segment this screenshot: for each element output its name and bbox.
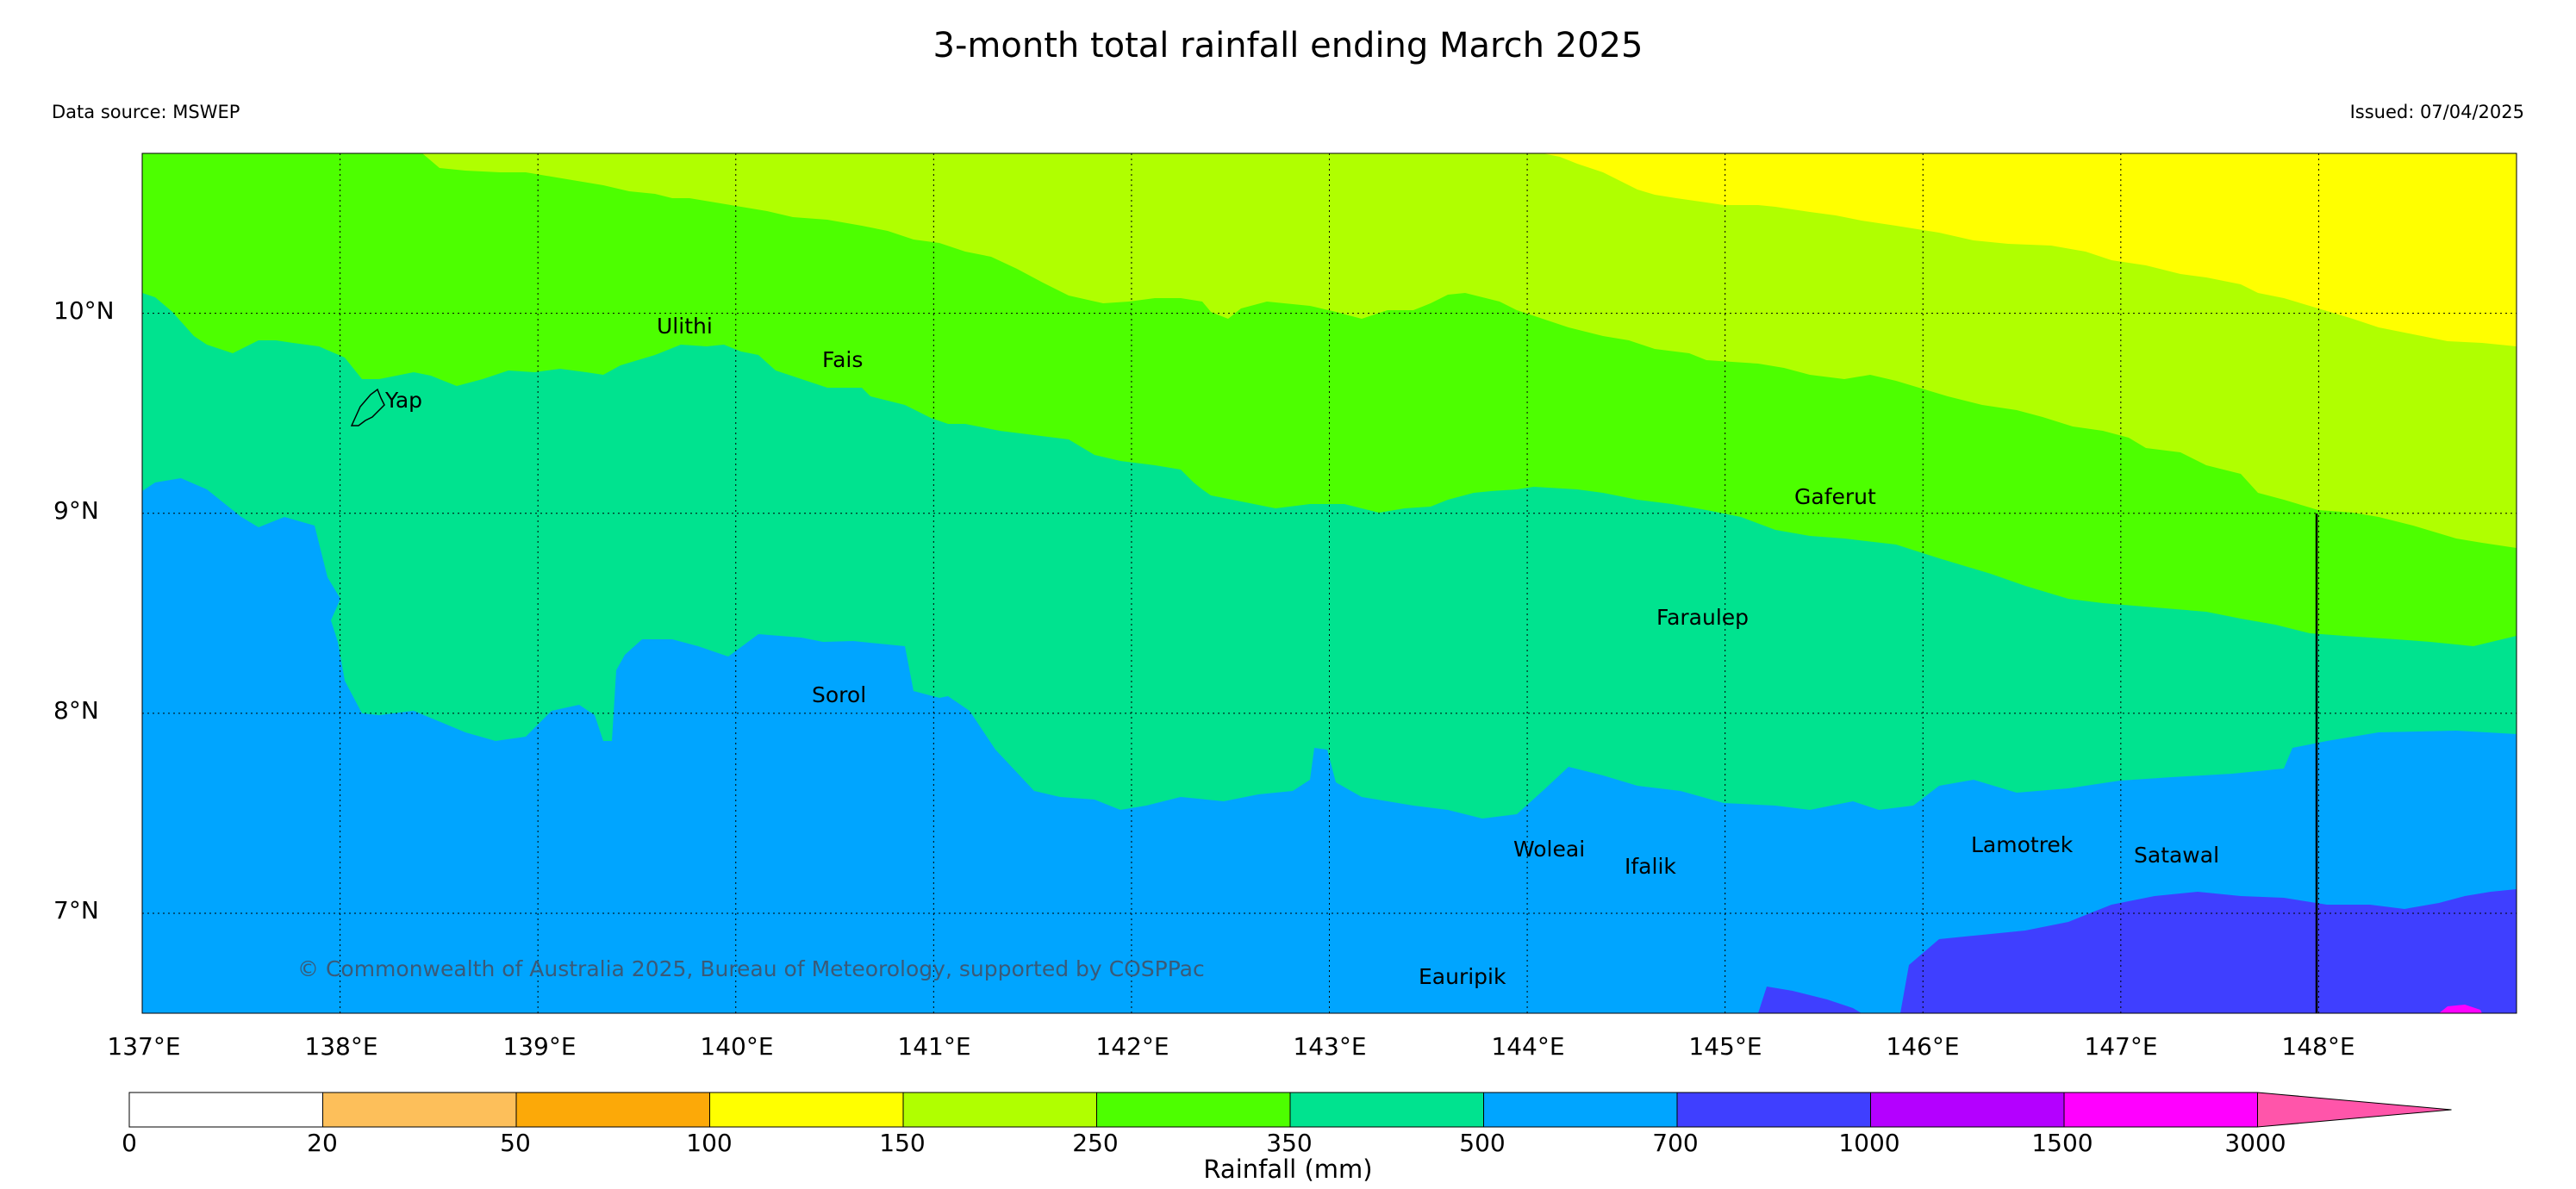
lon-label-140e: 140°E: [700, 1032, 774, 1061]
place-yap: Yap: [385, 388, 423, 413]
colorbar-segment-10: [2063, 1092, 2258, 1128]
colorbar-segment-8: [1676, 1092, 1871, 1128]
copyright-notice: © Commonwealth of Australia 2025, Bureau…: [297, 956, 1205, 981]
colorbar-tick-50: 50: [500, 1129, 531, 1157]
lon-label-146e: 146°E: [1886, 1032, 1960, 1061]
place-ulithi: Ulithi: [657, 314, 713, 339]
colorbar-label: Rainfall (mm): [1203, 1155, 1373, 1184]
zone-150-250: [422, 153, 2517, 548]
colorbar-tick-1500: 1500: [2031, 1129, 2093, 1157]
map-title: 3-month total rainfall ending March 2025: [932, 26, 1644, 65]
place-woleai: Woleai: [1513, 837, 1586, 862]
colorbar-segment-2: [515, 1092, 710, 1128]
place-lamotrek: Lamotrek: [1971, 832, 2074, 857]
colorbar-tick-3000: 3000: [2224, 1129, 2286, 1157]
colorbar-tick-350: 350: [1266, 1129, 1313, 1157]
yap-island: [350, 388, 385, 426]
lon-label-148e: 148°E: [2281, 1032, 2355, 1061]
zone-1500-3000: [2439, 1005, 2482, 1013]
place-eauripik: Eauripik: [1419, 964, 1506, 989]
colorbar-tick-700: 700: [1652, 1129, 1699, 1157]
colorbar-segment-3: [709, 1092, 904, 1128]
colorbar-tick-0: 0: [122, 1129, 137, 1157]
lat-label-7n: 7°N: [53, 896, 99, 924]
lon-label-137e: 137°E: [107, 1032, 181, 1061]
colorbar-tick-1000: 1000: [1838, 1129, 1900, 1157]
place-satawal: Satawal: [2134, 843, 2220, 868]
zone-100-150: [1543, 153, 2517, 346]
gridlines: [142, 153, 2517, 1013]
data-source-label: Data source: MSWEP: [52, 102, 240, 122]
lon-label-144e: 144°E: [1491, 1032, 1565, 1061]
lon-label-138e: 138°E: [304, 1032, 378, 1061]
colorbar-tick-20: 20: [307, 1129, 338, 1157]
colorbar: [128, 1092, 2452, 1128]
colorbar-segment-9: [1870, 1092, 2065, 1128]
map-frame: [141, 153, 2517, 1014]
place-fais: Fais: [822, 347, 864, 372]
lon-label-139e: 139°E: [502, 1032, 577, 1061]
colorbar-segment-4: [902, 1092, 1097, 1128]
lon-label-145e: 145°E: [1688, 1032, 1762, 1061]
issued-date-label: Issued: 07/04/2025: [2349, 102, 2524, 122]
colorbar-tick-250: 250: [1072, 1129, 1119, 1157]
colorbar-segment-7: [1483, 1092, 1678, 1128]
colorbar-tick-100: 100: [686, 1129, 733, 1157]
lat-label-9n: 9°N: [53, 496, 99, 525]
colorbar-extend-arrow: [2257, 1092, 2452, 1128]
zone-700-1000: [1900, 889, 2517, 1013]
lon-label-143e: 143°E: [1293, 1032, 1367, 1061]
lon-label-142e: 142°E: [1095, 1032, 1169, 1061]
colorbar-segment-1: [322, 1092, 517, 1128]
place-ifalik: Ifalik: [1625, 854, 1676, 879]
colorbar-segment-6: [1289, 1092, 1484, 1128]
lat-label-10n: 10°N: [53, 296, 115, 325]
lon-label-147e: 147°E: [2084, 1032, 2158, 1061]
colorbar-segment-0: [128, 1092, 323, 1128]
lat-label-8n: 8°N: [53, 696, 99, 725]
colorbar-tick-500: 500: [1459, 1129, 1506, 1157]
colorbar-segment-5: [1096, 1092, 1291, 1128]
place-sorol: Sorol: [812, 682, 867, 707]
place-gaferut: Gaferut: [1794, 484, 1876, 509]
lon-label-141e: 141°E: [897, 1032, 971, 1061]
colorbar-tick-150: 150: [879, 1129, 926, 1157]
zone-700-1000-small: [1758, 987, 1862, 1013]
place-faraulep: Faraulep: [1656, 605, 1750, 630]
